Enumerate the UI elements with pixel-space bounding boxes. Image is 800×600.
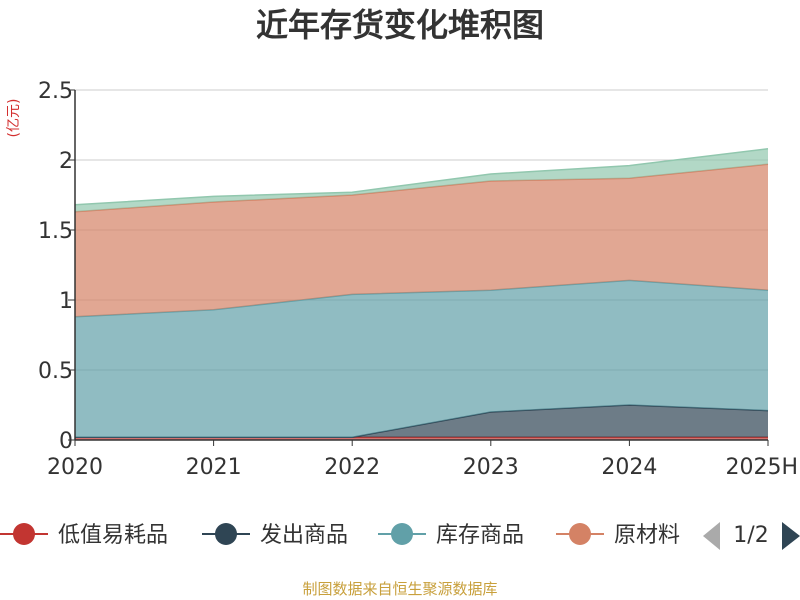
axes: 0 0.5 1 1.5 2 2.5 2020 2021 2022 2023 2024 2025H <box>38 79 798 480</box>
legend-label: 低值易耗品 <box>58 523 168 548</box>
x-tick-label: 2023 <box>463 455 519 480</box>
legend-marker <box>569 523 591 545</box>
x-tick-label: 2024 <box>601 455 657 480</box>
y-tick-label: 0 <box>59 429 73 454</box>
area-series <box>74 148 769 440</box>
legend-fade <box>682 515 702 555</box>
legend-marker <box>13 523 35 545</box>
chart-title: 近年存货变化堆积图 <box>256 6 544 44</box>
x-tick-label: 2022 <box>324 455 380 480</box>
legend-next-arrow-icon[interactable] <box>782 522 800 550</box>
legend-marker <box>215 523 237 545</box>
source-note: 制图数据来自恒生聚源数据库 <box>302 580 497 598</box>
y-tick-label: 2.5 <box>38 79 73 104</box>
x-tick-label: 2021 <box>186 455 242 480</box>
legend-label: 发出商品 <box>260 523 348 548</box>
y-axis-unit: (亿元) <box>6 99 22 138</box>
legend-marker <box>391 523 413 545</box>
area-series-3 <box>75 164 768 317</box>
legend-label: 库存商品 <box>436 523 524 548</box>
area-line-4 <box>74 148 769 206</box>
legend: 低值易耗品 发出商品 库存商品 原材料 1/2 <box>0 515 800 555</box>
legend-prev-arrow-icon[interactable] <box>703 522 720 550</box>
area-series-2 <box>75 280 768 438</box>
x-tick-label: 2025H <box>725 455 798 480</box>
y-tick-label: 1 <box>59 289 73 314</box>
area-series-1 <box>75 405 768 438</box>
legend-page-indicator: 1/2 <box>733 523 768 548</box>
y-tick-label: 1.5 <box>38 219 73 244</box>
y-tick-label: 0.5 <box>38 359 73 384</box>
x-tick-label: 2020 <box>47 455 103 480</box>
legend-label: 原材料 <box>614 523 680 548</box>
y-tick-label: 2 <box>59 149 73 174</box>
